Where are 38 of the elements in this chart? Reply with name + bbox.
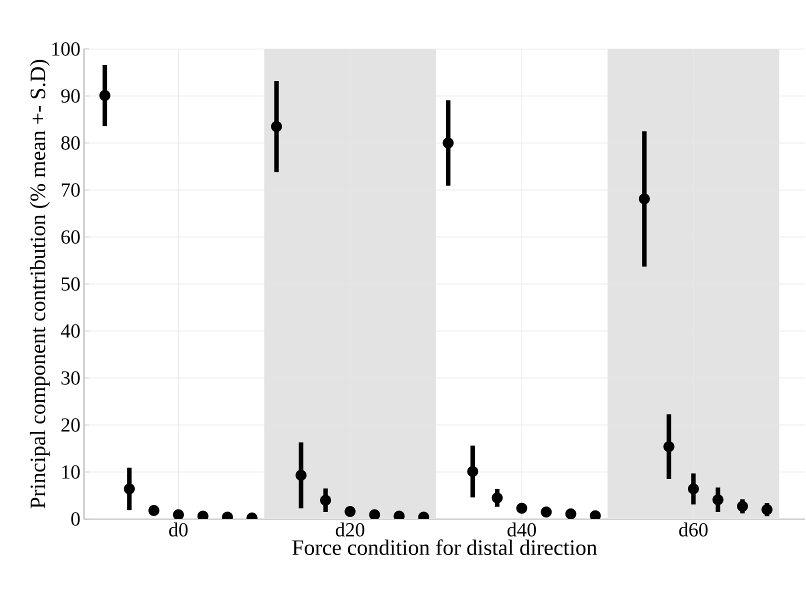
x-axis-title: Force condition for distal direction <box>292 539 597 556</box>
x-tick-label: d40 <box>508 522 536 537</box>
y-tick-label: 0 <box>71 512 80 526</box>
point <box>761 504 772 516</box>
point <box>736 500 748 512</box>
point <box>492 492 503 504</box>
y-tick-label: 100 <box>52 42 80 56</box>
point <box>688 483 699 494</box>
point <box>344 506 356 517</box>
point <box>712 494 724 506</box>
point <box>271 121 282 132</box>
point <box>148 505 160 516</box>
point <box>638 193 650 204</box>
point <box>296 470 307 481</box>
point <box>369 509 380 519</box>
y-tick-label: 90 <box>61 89 80 103</box>
y-tick-label: 70 <box>62 183 80 197</box>
point <box>172 509 184 519</box>
y-tick-label: 40 <box>60 324 80 338</box>
x-tick-label: d20 <box>336 522 364 537</box>
point <box>663 441 674 452</box>
point <box>99 90 110 102</box>
y-tick-label: 50 <box>62 277 80 291</box>
y-axis-title: Principal component contribution (% mean +- S.D) <box>30 60 50 508</box>
point <box>467 466 478 478</box>
y-tick-label: 20 <box>61 418 80 432</box>
y-tick-label: 10 <box>62 465 80 479</box>
point <box>442 137 454 148</box>
y-tick-label: 30 <box>62 371 80 385</box>
point <box>516 502 528 514</box>
y-tick-label: 80 <box>61 136 80 150</box>
point <box>565 508 576 519</box>
point <box>320 494 332 506</box>
x-tick-label: d0 <box>169 522 188 537</box>
y-tick-label: 60 <box>61 230 80 244</box>
point <box>540 506 552 518</box>
point <box>124 483 135 494</box>
x-tick-label: d60 <box>679 522 708 537</box>
